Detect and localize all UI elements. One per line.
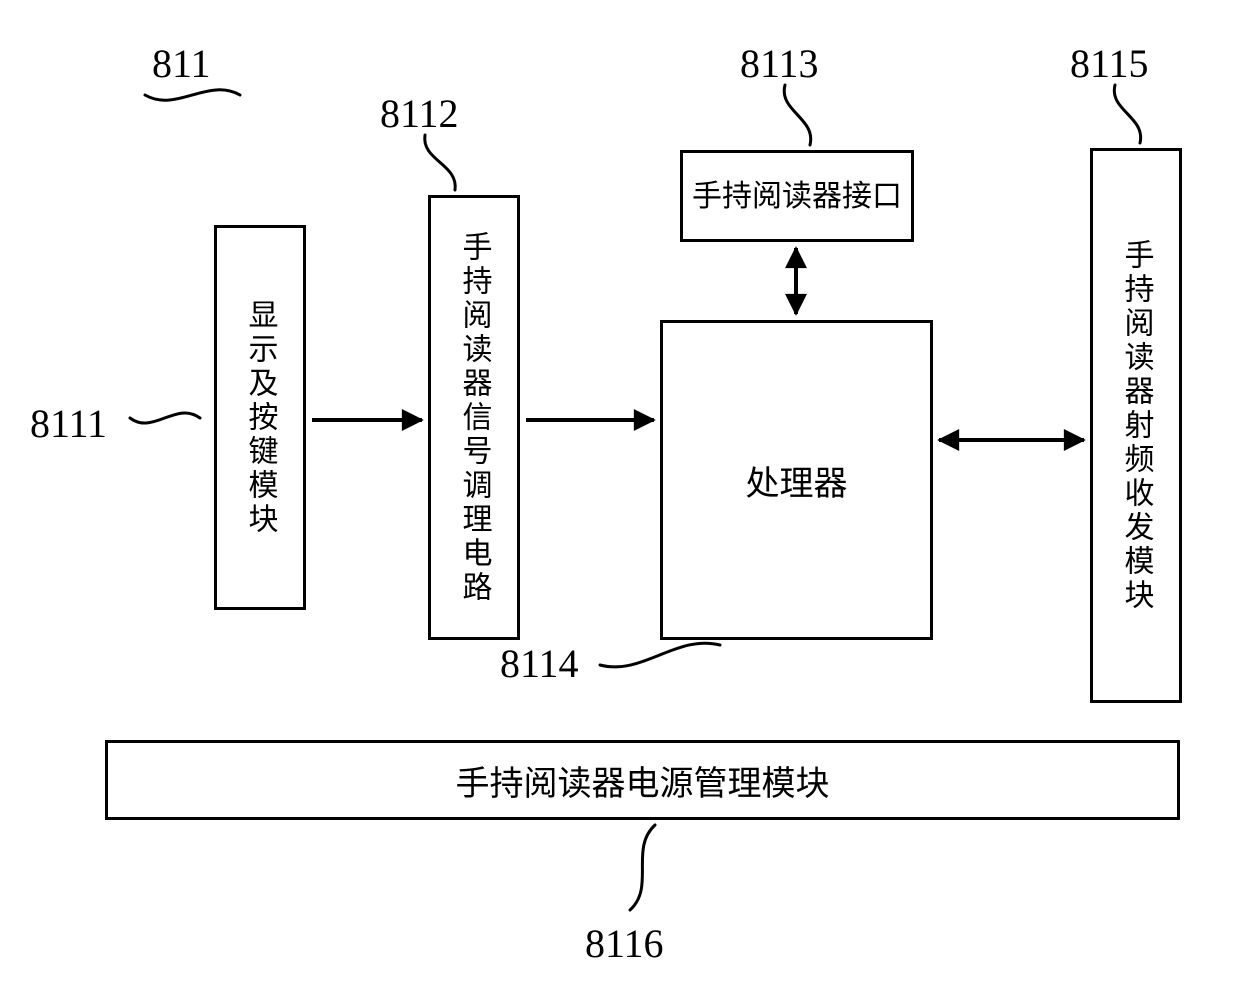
label-signal-conditioning: 手持阅读器信号调理电路 [452, 231, 497, 605]
label-processor: 处理器 [746, 456, 848, 505]
ref-8111: 8111 [30, 400, 107, 447]
box-reader-interface: 手持阅读器接口 [680, 150, 914, 242]
box-processor: 处理器 [660, 320, 933, 640]
box-display-key-module: 显示及按键模块 [214, 225, 306, 610]
label-display-key-module: 显示及按键模块 [238, 299, 283, 537]
ref-8113: 8113 [740, 40, 819, 87]
figure-ref-811: 811 [152, 40, 211, 87]
ref-8115: 8115 [1070, 40, 1149, 87]
box-rf-module: 手持阅读器射频收发模块 [1090, 148, 1182, 703]
diagram-stage: 811 显示及按键模块 8111 手持阅读器信号调理电路 8112 手持阅读器接… [0, 0, 1241, 996]
label-reader-interface: 手持阅读器接口 [692, 177, 902, 216]
ref-8114: 8114 [500, 640, 579, 687]
label-power-management: 手持阅读器电源管理模块 [456, 756, 830, 805]
box-signal-conditioning: 手持阅读器信号调理电路 [428, 195, 520, 640]
label-rf-module: 手持阅读器射频收发模块 [1114, 239, 1159, 613]
box-power-management: 手持阅读器电源管理模块 [105, 740, 1180, 820]
ref-8116: 8116 [585, 920, 664, 967]
ref-8112: 8112 [380, 90, 459, 137]
arrows-overlay [0, 0, 1241, 996]
